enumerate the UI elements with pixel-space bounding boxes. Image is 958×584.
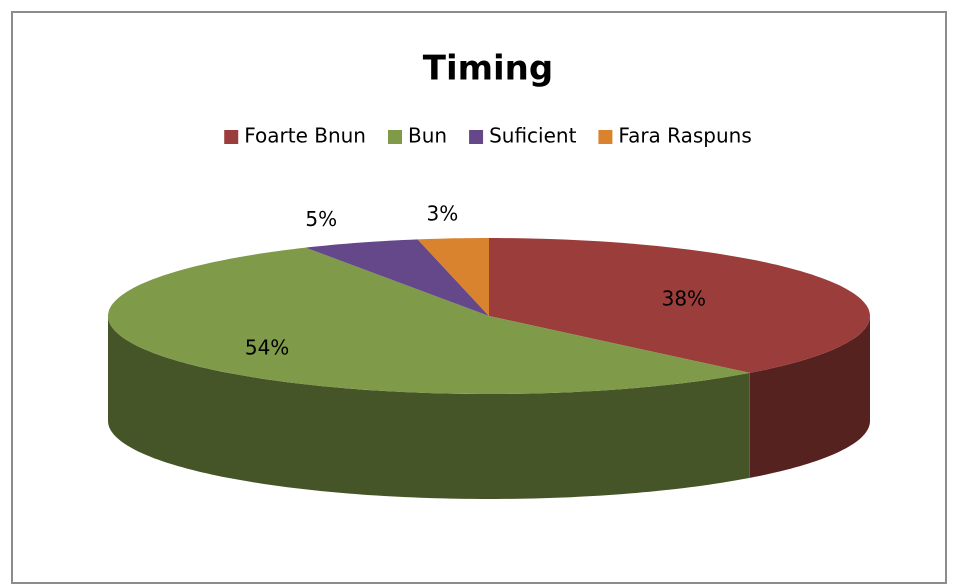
- slice-side: [108, 316, 750, 499]
- legend-label: Suficient: [489, 124, 577, 148]
- slice: [417, 238, 489, 316]
- data-label: 38%: [662, 287, 706, 311]
- slice-side: [749, 316, 870, 478]
- legend-swatch: [387, 130, 402, 144]
- data-label: 3%: [427, 202, 459, 226]
- slice: [108, 247, 750, 394]
- legend-label: Fara Raspuns: [618, 124, 751, 148]
- chart-title: Timing: [423, 49, 553, 89]
- data-label: 5%: [305, 207, 337, 231]
- legend-swatch: [469, 130, 484, 144]
- legend-swatch: [598, 130, 613, 144]
- legend-swatch: [224, 130, 239, 144]
- plot-area: 38% 54% 5% 3%: [108, 202, 870, 499]
- slice: [489, 238, 870, 373]
- slice: [305, 239, 489, 316]
- data-label: 54%: [245, 336, 289, 360]
- legend: Foarte Bnun Bun Suficient Fara Raspuns: [224, 124, 752, 148]
- legend-label: Bun: [408, 124, 447, 148]
- legend-label: Foarte Bnun: [244, 124, 366, 148]
